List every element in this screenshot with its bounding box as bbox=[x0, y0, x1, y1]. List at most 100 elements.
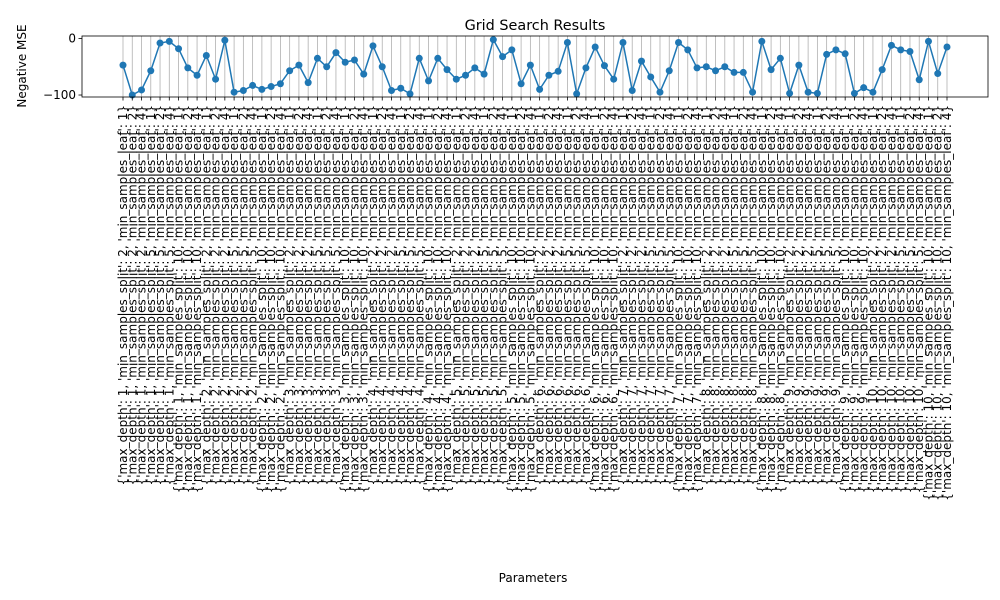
x-tick-label: {'max_depth': 5, 'min_samples_split': 5,… bbox=[477, 105, 491, 485]
data-series bbox=[119, 36, 951, 99]
x-tick-label: {'max_depth': 1, 'min_samples_split': 2,… bbox=[135, 105, 149, 485]
x-grid bbox=[122, 36, 948, 97]
y-tick-label: 0 bbox=[68, 32, 76, 46]
data-point bbox=[665, 67, 673, 75]
data-point bbox=[369, 42, 377, 50]
y-axis: 0 −100 bbox=[43, 32, 82, 102]
x-tick-label: {'max_depth': 6, 'min_samples_split': 2,… bbox=[551, 105, 565, 485]
x-axis-label: Parameters bbox=[499, 571, 568, 585]
data-point bbox=[350, 56, 358, 64]
data-point bbox=[924, 37, 932, 45]
data-point bbox=[850, 89, 858, 97]
x-tick-label: {'max_depth': 1, 'min_samples_split': 5,… bbox=[144, 105, 158, 485]
data-point bbox=[804, 88, 812, 96]
data-point bbox=[443, 66, 451, 74]
x-tick-label: {'max_depth': 4, 'min_samples_split': 5,… bbox=[403, 105, 417, 485]
x-tick-label: {'max_depth': 3, 'min_samples_split': 10… bbox=[347, 105, 361, 493]
data-point bbox=[119, 61, 127, 69]
x-tick-label: {'max_depth': 8, 'min_samples_split': 10… bbox=[764, 105, 778, 493]
x-tick-label: {'max_depth': 4, 'min_samples_split': 5,… bbox=[412, 105, 426, 485]
x-tick-label: {'max_depth': 1, 'min_samples_split': 10… bbox=[172, 105, 186, 493]
x-tick-label: {'max_depth': 6, 'min_samples_split': 5,… bbox=[560, 105, 574, 485]
x-tick-label: {'max_depth': 2, 'min_samples_split': 10… bbox=[273, 105, 287, 493]
data-point bbox=[647, 73, 655, 81]
x-tick-label: {'max_depth': 3, 'min_samples_split': 2,… bbox=[283, 105, 297, 485]
data-point bbox=[193, 71, 201, 79]
x-tick-label: {'max_depth': 5, 'min_samples_split': 2,… bbox=[468, 105, 482, 485]
data-point bbox=[147, 67, 155, 75]
x-tick-label: {'max_depth': 3, 'min_samples_split': 10… bbox=[338, 105, 352, 493]
x-tick-label: {'max_depth': 5, 'min_samples_split': 10… bbox=[514, 105, 528, 493]
data-point bbox=[249, 81, 257, 89]
x-tick-label: {'max_depth': 7, 'min_samples_split': 5,… bbox=[644, 105, 658, 485]
data-point bbox=[313, 54, 321, 62]
data-point bbox=[693, 64, 701, 72]
y-tick-label: −100 bbox=[43, 88, 76, 102]
data-point bbox=[582, 64, 590, 72]
data-point bbox=[471, 64, 479, 72]
x-tick-label: {'max_depth': 6, 'min_samples_split': 10… bbox=[588, 105, 602, 493]
x-tick-label: {'max_depth': 2, 'min_samples_split': 5,… bbox=[246, 105, 260, 485]
x-tick-label: {'max_depth': 10, 'min_samples_split': 5… bbox=[912, 105, 926, 493]
x-tick-label: {'max_depth': 3, 'min_samples_split': 5,… bbox=[310, 105, 324, 485]
data-point bbox=[628, 87, 636, 94]
x-tick-label: {'max_depth': 7, 'min_samples_split': 10… bbox=[690, 105, 704, 493]
x-tick-label: {'max_depth': 8, 'min_samples_split': 5,… bbox=[727, 105, 741, 485]
data-point bbox=[878, 66, 886, 74]
data-point bbox=[684, 46, 692, 54]
data-point bbox=[323, 63, 331, 71]
x-tick-label: {'max_depth': 10, 'min_samples_split': 1… bbox=[931, 105, 945, 501]
data-point bbox=[721, 63, 729, 71]
x-tick-label: {'max_depth': 5, 'min_samples_split': 10… bbox=[505, 105, 519, 493]
x-tick-label: {'max_depth': 8, 'min_samples_split': 5,… bbox=[746, 105, 760, 485]
data-point bbox=[906, 48, 914, 56]
data-point bbox=[165, 37, 173, 45]
data-point bbox=[869, 88, 877, 96]
data-point bbox=[295, 61, 303, 69]
data-point bbox=[739, 68, 747, 76]
data-point bbox=[712, 67, 720, 75]
data-point bbox=[480, 70, 488, 78]
data-point bbox=[934, 70, 942, 78]
x-tick-label: {'max_depth': 1, 'min_samples_split': 10… bbox=[181, 105, 195, 493]
x-tick-label: {'max_depth': 6, 'min_samples_split': 5,… bbox=[579, 105, 593, 485]
x-tick-label: {'max_depth': 9, 'min_samples_split': 2,… bbox=[783, 105, 797, 485]
data-point bbox=[378, 63, 386, 71]
data-point bbox=[767, 66, 775, 74]
x-tick-label: {'max_depth': 4, 'min_samples_split': 2,… bbox=[375, 105, 389, 485]
x-tick-label: {'max_depth': 10, 'min_samples_split': 2… bbox=[866, 105, 880, 493]
data-point bbox=[832, 46, 840, 54]
data-point bbox=[397, 84, 405, 92]
x-tick-label: {'max_depth': 3, 'min_samples_split': 2,… bbox=[301, 105, 315, 485]
x-tick-label: {'max_depth': 10, 'min_samples_split': 2… bbox=[884, 105, 898, 493]
x-tick-label: {'max_depth': 1, 'min_samples_split': 5,… bbox=[153, 105, 167, 485]
data-point bbox=[943, 43, 951, 51]
x-tick-label: {'max_depth': 7, 'min_samples_split': 2,… bbox=[634, 105, 648, 485]
x-tick-label: {'max_depth': 2, 'min_samples_split': 10… bbox=[264, 105, 278, 493]
x-axis: {'max_depth': 1, 'min_samples_split': 2,… bbox=[116, 97, 954, 501]
data-point bbox=[813, 89, 821, 97]
x-tick-label: {'max_depth': 1, 'min_samples_split': 5,… bbox=[162, 105, 176, 485]
x-tick-label: {'max_depth': 5, 'min_samples_split': 2,… bbox=[449, 105, 463, 485]
data-point bbox=[656, 88, 664, 96]
data-point bbox=[452, 75, 460, 83]
x-tick-label: {'max_depth': 3, 'min_samples_split': 5,… bbox=[329, 105, 343, 485]
x-tick-label: {'max_depth': 1, 'min_samples_split': 2,… bbox=[125, 105, 139, 485]
data-point bbox=[175, 45, 183, 53]
x-tick-label: {'max_depth': 9, 'min_samples_split': 10… bbox=[847, 105, 861, 493]
data-point bbox=[563, 39, 571, 46]
x-tick-label: {'max_depth': 3, 'min_samples_split': 2,… bbox=[292, 105, 306, 485]
x-tick-label: {'max_depth': 8, 'min_samples_split': 2,… bbox=[709, 105, 723, 485]
data-point bbox=[202, 51, 210, 59]
x-tick-label: {'max_depth': 10, 'min_samples_split': 1… bbox=[940, 105, 954, 501]
data-point bbox=[591, 43, 599, 51]
x-tick-label: {'max_depth': 7, 'min_samples_split': 10… bbox=[672, 105, 686, 493]
x-tick-label: {'max_depth': 8, 'min_samples_split': 2,… bbox=[699, 105, 713, 485]
data-point bbox=[221, 36, 229, 44]
plot-frame bbox=[81, 35, 989, 98]
x-tick-label: {'max_depth': 9, 'min_samples_split': 5,… bbox=[810, 105, 824, 485]
data-point bbox=[545, 71, 553, 79]
x-tick-label: {'max_depth': 10, 'min_samples_split': 2… bbox=[875, 105, 889, 493]
x-tick-label: {'max_depth': 6, 'min_samples_split': 2,… bbox=[533, 105, 547, 485]
